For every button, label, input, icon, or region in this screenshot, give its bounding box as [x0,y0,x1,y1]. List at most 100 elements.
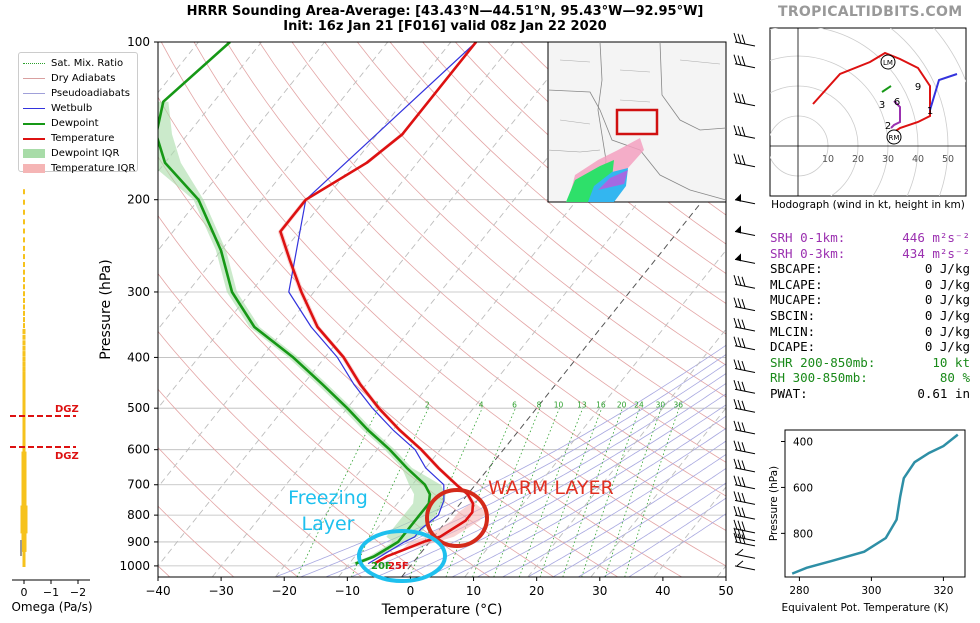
wind-barb [733,336,756,351]
hodograph-tick-label: 20 [852,154,864,165]
pressure-tick-label: 900 [127,535,150,549]
wind-barb [734,253,756,264]
theta-e-y-tick-label: 800 [793,528,813,540]
wind-barb [733,532,756,547]
omega-bar [22,345,26,351]
moist-adiabat [603,497,726,577]
stats-label: MLCIN: [770,323,816,339]
wind-barb [733,297,756,312]
dry-adiabat [422,42,726,304]
temp-tick-label: 50 [718,584,733,598]
pressure-tick-label: 200 [127,193,150,207]
omega-bar [23,228,25,234]
isotherm [158,42,262,173]
stats-value: 0 J/kg [924,323,970,339]
moist-adiabat [325,363,726,577]
hodograph-trace [929,73,958,111]
wind-barb [733,54,756,69]
dry-adiabat [158,96,683,577]
wind-barb [733,32,756,47]
stats-label: MUCAPE: [770,292,823,308]
isotherm [158,42,389,330]
wind-barbs [733,32,756,571]
stats-value: 0 J/kg [924,339,970,355]
hodograph-tick-label: 30 [882,154,894,165]
dry-adiabat [389,42,726,335]
isotherm [158,42,326,252]
omega-bar [21,471,27,477]
omega-bar [21,461,27,467]
stats-label: SBCIN: [770,307,816,323]
dry-adiabat [455,42,726,275]
omega-bar [21,494,27,500]
omega-bar [22,328,26,334]
stats-label: SBCAPE: [770,261,823,277]
wind-barb [733,519,756,534]
omega-bar [21,474,27,480]
pressure-tick-label: 800 [127,508,150,522]
omega-bar [21,454,27,460]
mixing-ratio-line [624,408,680,577]
mixing-ratio-line [581,408,641,577]
wind-barb [733,440,756,455]
stats-row: SBCIN: 0 J/kg [770,308,970,324]
omega-bar [21,467,27,473]
omega-bar [22,437,26,443]
hodograph-height-label: 1 [927,106,933,117]
dry-adiabat [160,42,726,567]
dry-adiabat [158,505,235,577]
hodograph: 10 20 30 40 50 1 23 6 9 LM RM Hodograph (wind in kt… [769,27,967,211]
omega-bar [23,317,25,323]
temp-tick-label: −30 [208,584,233,598]
omega-bar [20,513,28,519]
mixing-ratio-line [296,408,379,577]
dry-adiabat [324,42,726,398]
omega-bar [22,334,26,340]
moist-adiabat [552,467,726,577]
omega-bar [21,500,27,506]
legend-swatch [23,122,45,125]
omega-bar [23,199,25,205]
wind-barb [733,380,756,394]
omega-bar [21,483,27,489]
theta-e-x-label: Equivalent Pot. Temperature (K) [781,602,948,614]
omega-bar [23,262,25,268]
omega-bar [22,402,26,408]
omega-bar [21,458,27,464]
legend-label: Dry Adiabats [51,73,116,84]
isotherm [653,486,726,577]
omega-bar [22,414,26,420]
wind-barb [733,317,756,332]
stats-value: 10 kt [932,354,970,370]
mixing-ratio-label: 24 [634,400,644,409]
dry-adiabat [158,156,619,577]
stats-value: 80 % [939,370,970,386]
omega-bar [20,515,28,521]
freezing-label-1: Freezing [288,487,368,509]
legend: Sat. Mix. Ratio Dry Adiabats Pseudoadiabat… [18,52,138,174]
plot-frame [157,41,727,578]
mixing-ratio-label: 13 [577,400,587,409]
omega-bar [23,189,25,195]
omega-bar [23,277,25,283]
stats-value: 0 J/kg [924,261,970,277]
hodograph-trace [890,100,901,129]
omega-bar [22,448,26,454]
stats-label: SHR 200-850mb: [770,354,876,370]
pressure-tick-label: 300 [127,285,150,299]
wind-barb [733,420,756,435]
legend-swatch [23,63,45,64]
stats-table: SRH 0-1km: 446 m²s⁻² SRH 0-3km: 434 m²s⁻² SB… [770,230,970,402]
profile-lines [158,42,478,565]
sfc-temp-label: 25F [388,561,409,572]
stats-row: SRH 0-3km: 434 m²s⁻² [770,246,970,262]
mixing-ratio-label: 4 [479,400,484,409]
dry-adiabat [291,42,726,430]
moist-adiabat [527,453,726,577]
x-axis-label: Temperature (°C) [381,602,503,618]
pressure-tick-label: 100 [127,35,150,49]
wind-barb [733,458,756,473]
legend-label: Sat. Mix. Ratio [51,58,124,69]
wind-barb [733,491,756,505]
